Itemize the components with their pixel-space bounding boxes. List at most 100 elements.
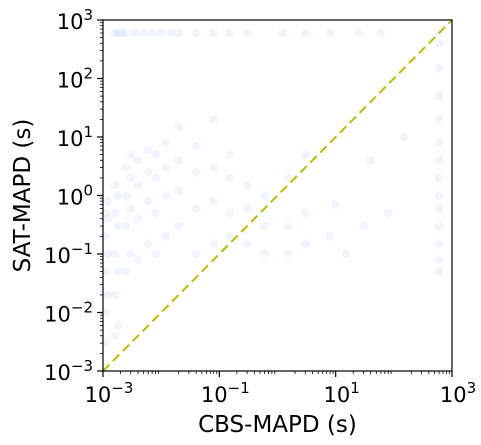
scatter-point	[174, 28, 183, 38]
scatter-point	[209, 28, 218, 38]
scatter-point	[301, 28, 310, 38]
scatter-point	[113, 221, 123, 231]
scatter-point	[434, 204, 444, 213]
y-tick-label: 10−2	[44, 299, 93, 327]
scatter-point	[434, 91, 444, 101]
scatter-point	[133, 214, 143, 223]
scatter-point	[161, 138, 170, 147]
scatter-point	[144, 145, 153, 155]
scatter-point	[110, 208, 120, 218]
scatter-point	[126, 173, 135, 183]
scatter-point	[209, 196, 218, 206]
scatter-point	[434, 239, 444, 248]
scatter-point	[277, 28, 287, 38]
scatter-point	[103, 249, 112, 259]
scatter-point	[260, 249, 269, 259]
scatter-point	[139, 28, 148, 38]
scatter-point	[191, 249, 201, 259]
scatter-point	[242, 28, 252, 38]
scatter-point	[121, 191, 131, 200]
scatter-point	[113, 191, 123, 200]
scatter-point	[161, 163, 170, 172]
scatter-point	[209, 115, 218, 124]
scatter-point	[113, 321, 123, 330]
scatter-point	[110, 290, 120, 300]
scatter-point	[191, 28, 201, 38]
scatter-point	[126, 249, 135, 259]
y-axis-ticks: 10−3 10−2 10−1 100 101 102 103	[44, 6, 103, 385]
scatter-point	[144, 196, 153, 206]
x-tick-label: 10−3	[85, 379, 134, 407]
scatter-point	[434, 63, 444, 73]
x-tick-label: 101	[324, 379, 360, 407]
scatter-point	[167, 28, 176, 38]
scatter-point	[133, 181, 143, 190]
scatter-point	[103, 290, 112, 300]
scatter-point	[434, 39, 444, 48]
scatter-point	[120, 28, 130, 38]
scatter-point	[434, 267, 444, 276]
scatter-point	[133, 255, 143, 264]
scatter-point	[434, 156, 444, 165]
scatter-point	[174, 156, 183, 165]
scatter-point	[366, 156, 375, 165]
scatter-point	[225, 232, 234, 241]
scatter-point	[283, 221, 292, 231]
scatter-point	[283, 173, 292, 183]
scatter-point	[434, 115, 444, 124]
scatter-point	[174, 186, 183, 196]
scatter-point	[126, 150, 135, 159]
scatter-point	[325, 28, 335, 38]
scatter-point	[225, 208, 234, 218]
scatter-point	[156, 28, 166, 38]
x-tick-label: 10−1	[201, 379, 250, 407]
scatter-point	[121, 267, 131, 276]
scatter-point	[331, 200, 340, 209]
scatter-point	[434, 173, 444, 183]
identity-diagonal-line	[102, 19, 453, 372]
scatter-point	[301, 239, 310, 248]
y-axis-label: SAT-MAPD (s)	[10, 119, 36, 273]
scatter-point	[260, 191, 269, 200]
scatter-point	[151, 208, 160, 218]
scatter-point	[130, 28, 139, 38]
scatter-point	[209, 163, 218, 172]
scatter-point	[225, 173, 234, 183]
scatter-point	[126, 204, 135, 213]
scatter-point	[113, 28, 123, 38]
scatter-point	[174, 122, 183, 131]
scatter-point	[399, 132, 409, 142]
scatter-point	[117, 28, 126, 38]
scatter-point	[147, 28, 157, 38]
scatter-point	[144, 168, 153, 177]
y-tick-label: 103	[57, 6, 93, 34]
scatter-point	[341, 249, 351, 259]
scatter-point	[260, 221, 269, 231]
scatter-point	[103, 214, 112, 223]
scatter-point	[384, 208, 393, 218]
scatter-point	[209, 239, 218, 248]
scatter-point	[103, 196, 112, 206]
scatter-point	[110, 28, 120, 38]
scatter-point	[151, 173, 160, 183]
scatter-point	[191, 204, 201, 213]
scatter-point	[242, 239, 252, 248]
y-tick-label: 102	[57, 65, 93, 93]
scatter-point	[434, 191, 444, 200]
scatter-point	[325, 232, 335, 241]
y-tick-label: 100	[57, 182, 93, 210]
scatter-point	[376, 28, 386, 38]
scatter-point	[434, 221, 444, 231]
scatter-point	[121, 221, 131, 231]
scatter-point	[225, 28, 234, 38]
scatter-point	[301, 208, 310, 218]
scatter-point	[434, 255, 444, 264]
scatter-point	[174, 221, 183, 231]
scatter-point	[110, 331, 120, 340]
x-tick-label: 103	[440, 379, 476, 407]
scatter-point	[133, 156, 143, 165]
scatter-point	[110, 181, 120, 190]
scatter-point	[151, 150, 160, 159]
scatter-point	[113, 267, 123, 276]
